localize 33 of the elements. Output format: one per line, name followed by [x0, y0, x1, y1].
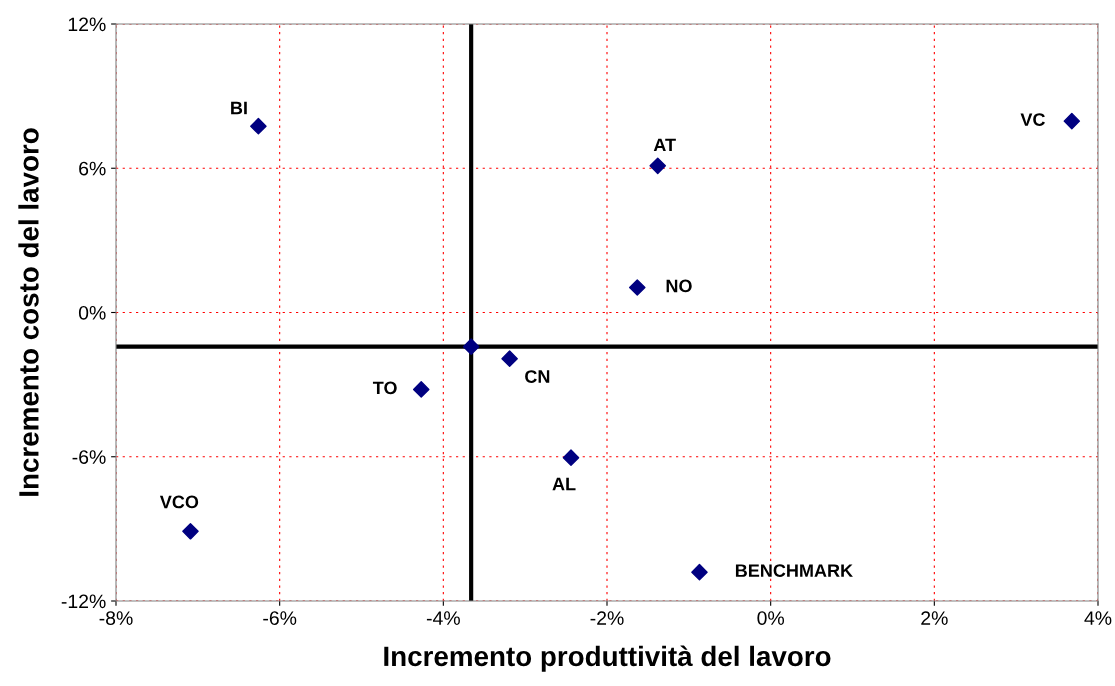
annotation: AT — [653, 138, 676, 152]
point — [250, 117, 267, 135]
point — [412, 381, 430, 398]
annotation: BENCHMARK — [735, 564, 853, 577]
y-tick-label: 6% — [79, 161, 106, 176]
point — [628, 279, 646, 296]
y-tick-label: -12% — [61, 594, 106, 609]
point — [182, 522, 199, 540]
x-tick-label: 0% — [757, 611, 785, 625]
x-tick-label: 4% — [1084, 611, 1112, 625]
y-tick-label: -6% — [72, 450, 106, 464]
point — [501, 350, 518, 367]
annotation: BI — [231, 101, 247, 115]
x-tick-label: -2% — [590, 611, 624, 625]
point — [649, 157, 667, 175]
x-tick-label: -6% — [263, 611, 297, 625]
y-axis-title: Incremento costo del lavoro — [18, 128, 39, 496]
annotation: NO — [666, 279, 692, 293]
point — [1063, 112, 1081, 130]
x-tick-label: -4% — [426, 611, 460, 625]
annotation: VCO — [159, 495, 199, 509]
x-tick-label: 2% — [921, 611, 948, 625]
y-tick-label: 12% — [68, 17, 106, 32]
point — [691, 563, 708, 581]
x-tick-label: -8% — [99, 611, 133, 625]
x-axis-title: Incremento produttività del lavoro — [384, 645, 831, 672]
point — [462, 338, 480, 355]
annotation: AL — [552, 477, 576, 491]
y-tick-label: 0% — [78, 305, 106, 320]
annotation: CN — [525, 370, 550, 383]
annotation: TO — [372, 381, 397, 395]
annotation: VC — [1020, 113, 1045, 126]
point — [562, 449, 580, 467]
